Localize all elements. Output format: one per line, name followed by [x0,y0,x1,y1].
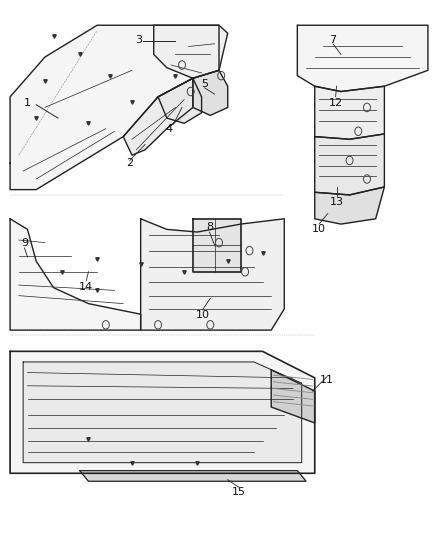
Polygon shape [315,134,385,195]
Polygon shape [193,70,228,115]
Polygon shape [10,25,219,190]
Text: 3: 3 [135,35,142,45]
Polygon shape [158,78,201,123]
Text: 1: 1 [24,98,31,108]
Text: 5: 5 [201,78,208,88]
Polygon shape [23,362,302,463]
Polygon shape [10,351,315,473]
Text: 8: 8 [206,222,213,232]
Text: 12: 12 [328,98,343,108]
Polygon shape [315,86,385,139]
Polygon shape [10,219,141,330]
Polygon shape [271,370,315,423]
Text: 10: 10 [195,310,209,320]
Text: 11: 11 [320,375,334,385]
Polygon shape [80,471,306,481]
Polygon shape [315,187,385,224]
Text: 4: 4 [166,124,173,134]
Text: 15: 15 [232,487,246,497]
Text: 14: 14 [79,281,93,292]
Text: 10: 10 [312,224,326,235]
Text: 7: 7 [329,35,336,45]
Polygon shape [297,25,428,92]
Text: 13: 13 [329,197,343,207]
Polygon shape [154,25,228,78]
Polygon shape [141,219,284,330]
Text: 2: 2 [126,158,133,168]
Polygon shape [123,78,193,155]
Polygon shape [193,219,241,272]
Text: 9: 9 [21,238,28,248]
